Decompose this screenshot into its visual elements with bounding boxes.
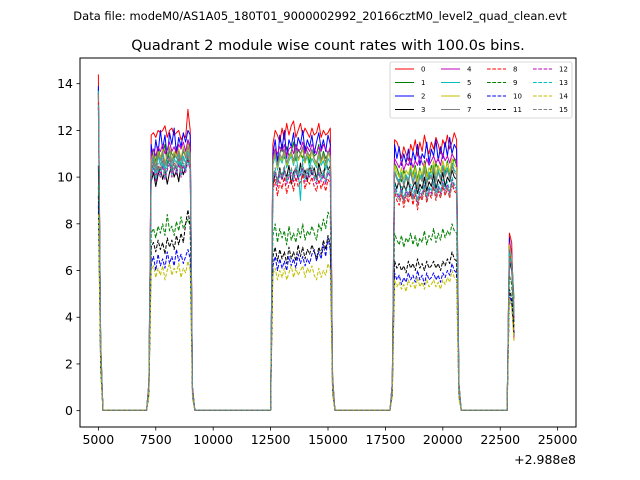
legend-label-6: 6 xyxy=(467,93,472,101)
series-line-12 xyxy=(97,107,515,411)
series-line-14 xyxy=(97,214,515,411)
series-line-5 xyxy=(97,90,515,411)
legend-label-13: 13 xyxy=(559,79,568,87)
legend-label-14: 14 xyxy=(559,93,568,101)
x-tick-label: 17500 xyxy=(366,432,406,447)
legend-label-9: 9 xyxy=(513,79,517,87)
x-tick-label: 22500 xyxy=(480,432,520,447)
x-tick-label: 7500 xyxy=(140,432,172,447)
series-line-0 xyxy=(97,74,515,411)
series-line-6 xyxy=(97,95,515,411)
legend-label-4: 4 xyxy=(467,66,472,74)
x-axis-ticks: 5000 7500 10000 12500 15000 17500 20000 22500 25… xyxy=(82,427,578,447)
x-tick-label: 12500 xyxy=(251,432,291,447)
y-tick-label: 4 xyxy=(65,310,73,325)
series-layer xyxy=(97,74,515,411)
x-axis-offset-label: +2.988e8 xyxy=(514,452,576,467)
series-line-15 xyxy=(97,107,515,411)
legend-label-10: 10 xyxy=(513,93,522,101)
legend-label-3: 3 xyxy=(421,106,425,114)
series-line-3 xyxy=(97,157,515,411)
legend-label-0: 0 xyxy=(421,66,425,74)
series-line-7 xyxy=(97,93,515,411)
series-line-4 xyxy=(97,93,515,411)
y-tick-label: 6 xyxy=(65,263,73,278)
legend-label-1: 1 xyxy=(421,79,425,87)
legend-box xyxy=(389,61,573,119)
legend-label-7: 7 xyxy=(467,106,471,114)
legend-label-8: 8 xyxy=(513,66,517,74)
y-tick-label: 2 xyxy=(65,356,73,371)
x-tick-label: 25000 xyxy=(538,432,578,447)
series-line-13 xyxy=(97,104,515,411)
legend-label-5: 5 xyxy=(467,79,471,87)
y-axis-ticks: 0 2 4 6 8 10 12 14 xyxy=(57,76,80,418)
y-tick-label: 12 xyxy=(57,123,73,138)
chart-title: Quadrant 2 module wise count rates with … xyxy=(131,38,525,54)
series-line-9 xyxy=(97,186,515,411)
data-file-suptitle: Data file: modeM0/AS1A05_180T01_90000029… xyxy=(73,9,567,23)
y-tick-label: 10 xyxy=(57,170,73,185)
series-line-11 xyxy=(97,195,515,411)
legend-label-12: 12 xyxy=(559,66,568,74)
x-tick-label: 20000 xyxy=(423,432,463,447)
series-line-10 xyxy=(97,205,515,411)
legend-label-11: 11 xyxy=(513,106,522,114)
x-tick-label: 5000 xyxy=(82,432,114,447)
y-tick-label: 0 xyxy=(65,403,73,418)
y-tick-label: 8 xyxy=(65,216,73,231)
legend-label-2: 2 xyxy=(421,93,425,101)
y-tick-label: 14 xyxy=(57,76,73,91)
x-tick-label: 10000 xyxy=(193,432,233,447)
x-tick-label: 15000 xyxy=(308,432,348,447)
legend-label-15: 15 xyxy=(559,106,568,114)
